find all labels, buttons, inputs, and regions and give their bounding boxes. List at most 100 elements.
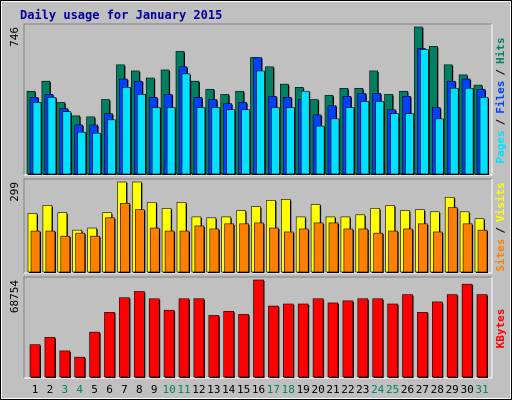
bar bbox=[387, 303, 398, 378]
bar bbox=[32, 102, 42, 175]
panel-bevel bbox=[23, 276, 492, 378]
bar bbox=[30, 230, 41, 273]
bar bbox=[134, 291, 145, 378]
x-tick-label: 6 bbox=[106, 383, 113, 396]
legend-entry: Hits bbox=[494, 38, 507, 65]
bar bbox=[403, 228, 413, 273]
x-tick-label: 29 bbox=[446, 383, 459, 396]
bar bbox=[358, 228, 369, 273]
bar bbox=[432, 231, 443, 273]
x-tick-label: 2 bbox=[47, 383, 54, 396]
bar bbox=[375, 101, 385, 175]
x-tick-label: 13 bbox=[207, 383, 220, 396]
bar bbox=[283, 231, 294, 273]
legend-separator: / bbox=[494, 118, 507, 125]
x-tick-label: 12 bbox=[192, 383, 205, 396]
x-tick-label: 23 bbox=[356, 383, 369, 396]
bar bbox=[447, 207, 458, 273]
x-tick-label: 30 bbox=[460, 383, 473, 396]
bar bbox=[388, 230, 398, 273]
bar bbox=[75, 232, 85, 273]
legend-separator: / bbox=[494, 227, 507, 234]
bar bbox=[254, 222, 264, 273]
x-tick-label: 3 bbox=[61, 383, 68, 396]
bar bbox=[92, 132, 101, 175]
bar bbox=[239, 223, 249, 273]
bar bbox=[256, 70, 265, 175]
bar bbox=[446, 294, 458, 378]
bar bbox=[163, 309, 175, 378]
bar bbox=[372, 298, 384, 378]
bar bbox=[327, 302, 339, 378]
x-tick-label: 26 bbox=[401, 383, 414, 396]
bar bbox=[105, 217, 115, 273]
x-tick-label: 16 bbox=[252, 383, 265, 396]
bar bbox=[271, 107, 280, 175]
bar bbox=[224, 223, 234, 273]
bar bbox=[405, 113, 414, 175]
bar bbox=[476, 294, 488, 378]
legend-entry: KBytes bbox=[494, 309, 507, 349]
bar bbox=[148, 298, 160, 378]
panel-bevel bbox=[23, 178, 492, 273]
bar bbox=[104, 312, 115, 378]
x-tick-label: 18 bbox=[282, 383, 295, 396]
bar bbox=[373, 232, 384, 273]
x-tick-label: 8 bbox=[136, 383, 143, 396]
x-tick-label: 14 bbox=[222, 383, 236, 396]
bar bbox=[269, 227, 279, 273]
bar bbox=[402, 294, 413, 378]
bar bbox=[44, 337, 56, 378]
bar bbox=[285, 107, 295, 175]
bar bbox=[208, 315, 220, 378]
bar bbox=[119, 297, 130, 378]
bar bbox=[282, 303, 294, 378]
bar bbox=[164, 230, 175, 273]
y-tick-label: 68754 bbox=[8, 280, 21, 313]
y-tick-label: 746 bbox=[8, 27, 21, 47]
bar bbox=[226, 109, 235, 175]
bar bbox=[343, 228, 354, 273]
bar bbox=[151, 107, 161, 175]
bar bbox=[29, 344, 41, 378]
bar bbox=[345, 107, 355, 175]
bar bbox=[60, 235, 71, 273]
x-tick-label: 24 bbox=[371, 383, 385, 396]
x-tick-label: 27 bbox=[416, 383, 429, 396]
y-tick-label: 299 bbox=[8, 182, 21, 202]
bar bbox=[330, 118, 340, 175]
x-tick-label: 28 bbox=[431, 383, 444, 396]
x-tick-label: 31 bbox=[475, 383, 488, 396]
bar bbox=[420, 49, 429, 175]
bar bbox=[434, 118, 444, 175]
bar bbox=[464, 87, 474, 175]
bar bbox=[196, 107, 206, 175]
x-tick-label: 7 bbox=[121, 383, 128, 396]
x-tick-label: 1 bbox=[32, 383, 39, 396]
bar bbox=[223, 310, 234, 378]
x-tick-label: 25 bbox=[386, 383, 399, 396]
bar bbox=[461, 283, 473, 378]
bar bbox=[181, 73, 191, 175]
x-tick-label: 10 bbox=[162, 383, 175, 396]
bar bbox=[77, 131, 86, 175]
x-tick-label: 9 bbox=[151, 383, 158, 396]
bar bbox=[149, 227, 160, 273]
bar bbox=[342, 300, 354, 378]
x-tick-label: 19 bbox=[297, 383, 310, 396]
bar bbox=[211, 107, 221, 175]
x-tick-label: 15 bbox=[237, 383, 250, 396]
bar bbox=[417, 312, 428, 378]
bar bbox=[59, 350, 71, 378]
x-tick-label: 20 bbox=[311, 383, 324, 396]
bar bbox=[45, 230, 56, 273]
chart-title: Daily usage for January 2015 bbox=[20, 8, 222, 22]
bar bbox=[418, 223, 428, 273]
bar bbox=[360, 101, 370, 175]
bar bbox=[328, 222, 339, 273]
x-tick-label: 4 bbox=[76, 383, 83, 396]
bar bbox=[268, 305, 279, 378]
bar bbox=[209, 228, 220, 273]
legend-separator: / bbox=[494, 69, 507, 76]
bar bbox=[74, 356, 85, 378]
